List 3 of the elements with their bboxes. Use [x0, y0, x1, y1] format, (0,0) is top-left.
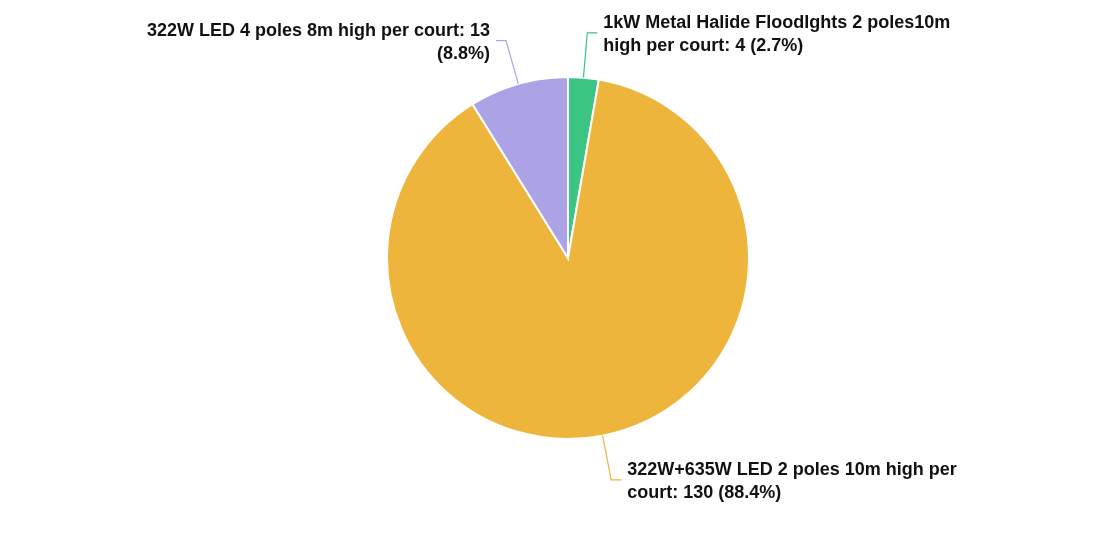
slice-label: 322W LED 4 poles 8m high per court: 13 (8.8%): [146, 19, 491, 63]
slice-label: 1kW Metal Halide Floodlghts 2 poles10m high per court: 4 (2.7%): [603, 11, 951, 55]
slice-label: 322W+635W LED 2 poles 10m high per court: 130 (88.4%): [627, 458, 957, 502]
